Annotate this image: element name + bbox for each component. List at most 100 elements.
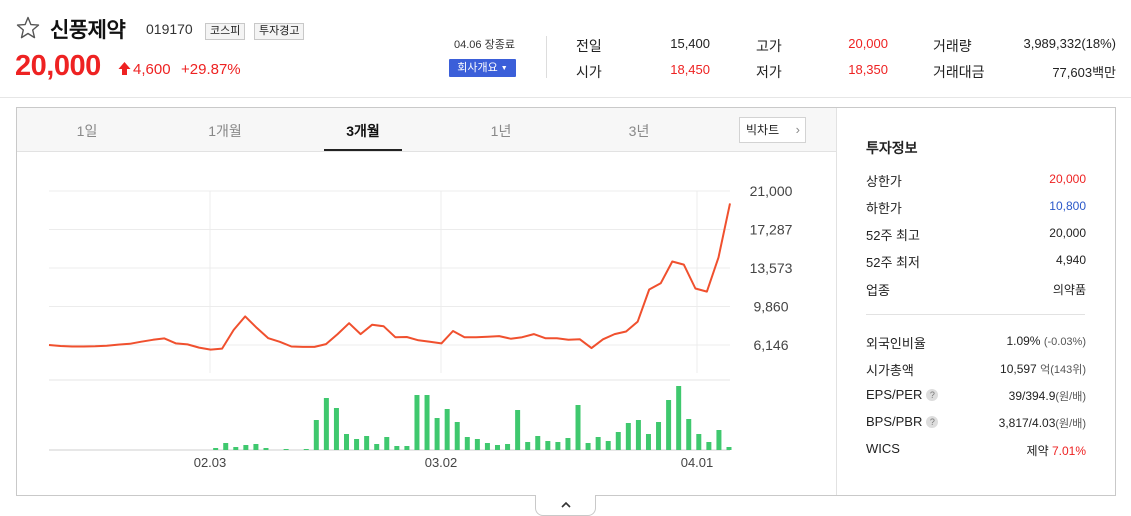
volume-bar — [565, 438, 571, 450]
y-tick-label: 6,146 — [753, 337, 788, 353]
week52-high-label: 52주 최고 — [866, 228, 920, 243]
volume-bar — [474, 439, 480, 450]
foreign-ratio-label: 외국인비율 — [866, 336, 926, 351]
invest-info-heading: 투자정보 — [866, 140, 918, 156]
y-tick-label: 21,000 — [750, 183, 793, 199]
x-tick-label: 02.03 — [194, 455, 227, 470]
stock-code: 019170 — [146, 21, 193, 37]
tab-3months[interactable]: 3개월 — [346, 123, 380, 139]
week52-low-label: 52주 최저 — [866, 255, 920, 270]
volume-bar — [464, 437, 470, 450]
x-tick-label: 03.02 — [425, 455, 458, 470]
volume-bar — [243, 445, 249, 450]
volume-bar — [666, 400, 672, 450]
chevron-right-icon: › — [795, 122, 800, 137]
favorite-star-icon[interactable] — [16, 16, 40, 40]
eps-per-unit: (원/배) — [1055, 391, 1086, 403]
volume-bar — [545, 441, 551, 450]
volume-bar — [364, 436, 370, 450]
price-change: 4,600 — [133, 61, 171, 78]
volume-bar — [706, 442, 712, 450]
bps-pbr-label: BPS/PBR? — [866, 414, 939, 429]
volume-bar — [505, 444, 511, 450]
current-price: 20,000 — [15, 50, 101, 82]
week52-low-value: 4,940 — [1055, 253, 1086, 267]
y-tick-label: 13,573 — [750, 260, 793, 276]
volume-bar — [575, 405, 581, 450]
volume-bar — [535, 436, 541, 450]
chart-panel: 1일 1개월 3개월 1년 3년 빅차트 › 21,000 17,287 13,573… — [16, 107, 1116, 496]
volume-bar — [384, 437, 390, 450]
big-chart-button[interactable]: 빅차트 › — [739, 117, 806, 143]
header-divider — [546, 36, 547, 78]
eps-per-number: 39/394.9 — [1008, 389, 1056, 403]
market-cap-value: 10,597 억(143위) — [1000, 361, 1086, 377]
tab-3years[interactable]: 3년 — [628, 123, 650, 139]
foreign-ratio-value: 1.09% (-0.03%) — [1006, 334, 1086, 348]
collapse-button[interactable] — [535, 495, 596, 516]
volume-bar — [645, 434, 651, 450]
volume-bar — [404, 446, 410, 450]
volume-bar — [615, 432, 621, 450]
volume-bar — [444, 409, 450, 450]
caret-down-icon: ▼ — [500, 65, 508, 72]
info-divider — [866, 314, 1085, 315]
bps-pbr-text: BPS/PBR — [866, 414, 923, 429]
tab-1month[interactable]: 1개월 — [208, 123, 242, 139]
volume-bar — [484, 443, 490, 450]
company-overview-button[interactable]: 회사개요 ▼ — [449, 59, 516, 77]
volume-bar — [726, 447, 732, 450]
volume-bar — [515, 410, 521, 450]
volume-bar — [555, 442, 561, 450]
volume-value: 3,989,332(18%) — [1023, 36, 1116, 51]
volume-bar — [585, 443, 591, 450]
tab-1year[interactable]: 1년 — [490, 123, 512, 139]
y-tick-label: 9,860 — [753, 299, 788, 315]
prev-close-label: 전일 — [576, 38, 602, 54]
volume-bar — [605, 441, 611, 450]
low-label: 저가 — [756, 64, 782, 80]
eps-per-value: 39/394.9(원/배) — [1009, 388, 1086, 404]
volume-bar — [525, 442, 531, 450]
volume-label: 거래량 — [933, 38, 972, 54]
volume-bar — [303, 449, 309, 450]
up-arrow-icon — [118, 62, 131, 75]
help-icon[interactable]: ? — [926, 416, 939, 428]
x-tick-label: 04.01 — [681, 455, 714, 470]
volume-bar — [323, 398, 329, 450]
wics-value: 제약 7.01% — [1027, 442, 1086, 459]
volume-bar — [223, 443, 229, 450]
upper-limit-label: 상한가 — [866, 174, 902, 189]
market-cap-rank: 억(143위) — [1040, 364, 1086, 376]
big-chart-label: 빅차트 — [746, 123, 780, 137]
high-value: 20,000 — [848, 36, 888, 51]
trade-value: 77,603백만 — [1052, 65, 1116, 80]
lower-limit-value: 10,800 — [1049, 199, 1086, 213]
foreign-ratio-number: 1.09% — [1006, 334, 1041, 348]
trade-value-label: 거래대금 — [933, 64, 985, 80]
price-chart[interactable]: 21,000 17,287 13,573 9,860 6,146 02.03 03.02 04… — [17, 108, 836, 495]
market-cap-number: 10,597 — [1000, 362, 1037, 376]
volume-bar — [344, 434, 350, 450]
stock-name: 신풍제약 — [50, 19, 126, 42]
volume-bar — [414, 395, 420, 450]
panel-divider — [836, 108, 837, 495]
bps-pbr-unit: (원/배) — [1055, 418, 1086, 430]
volume-bar — [656, 422, 662, 450]
volume-bar — [595, 437, 601, 450]
open-label: 시가 — [576, 64, 602, 80]
bps-pbr-value: 3,817/4.03(원/배) — [999, 415, 1086, 431]
volume-bar — [374, 444, 380, 450]
warning-tag: 투자경고 — [254, 23, 305, 40]
volume-bar — [686, 419, 692, 450]
lower-limit-label: 하한가 — [866, 201, 902, 216]
help-icon[interactable]: ? — [926, 389, 939, 401]
tab-1day[interactable]: 1일 — [76, 123, 98, 139]
price-line — [48, 203, 731, 351]
volume-bar — [716, 430, 722, 450]
volume-bar — [253, 444, 259, 450]
volume-bar — [233, 447, 239, 450]
volume-bar — [263, 448, 269, 450]
volume-bar — [696, 434, 702, 450]
wics-rate: 7.01% — [1051, 444, 1086, 458]
